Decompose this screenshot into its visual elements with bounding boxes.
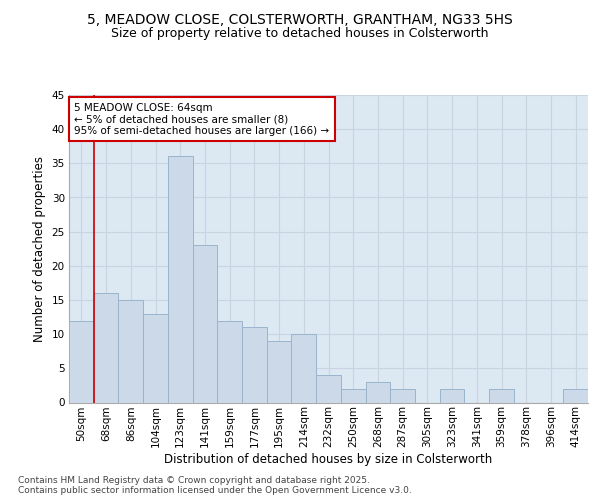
Bar: [390, 389, 415, 402]
Bar: [365, 382, 390, 402]
Bar: [118, 300, 143, 402]
Bar: [168, 156, 193, 402]
Y-axis label: Number of detached properties: Number of detached properties: [33, 156, 46, 342]
Bar: [69, 320, 94, 402]
Bar: [489, 389, 514, 402]
Bar: [341, 389, 365, 402]
Text: 5 MEADOW CLOSE: 64sqm
← 5% of detached houses are smaller (8)
95% of semi-detach: 5 MEADOW CLOSE: 64sqm ← 5% of detached h…: [74, 102, 329, 136]
Bar: [292, 334, 316, 402]
Bar: [143, 314, 168, 402]
X-axis label: Distribution of detached houses by size in Colsterworth: Distribution of detached houses by size …: [164, 453, 493, 466]
Bar: [217, 320, 242, 402]
Bar: [440, 389, 464, 402]
Text: Contains HM Land Registry data © Crown copyright and database right 2025.
Contai: Contains HM Land Registry data © Crown c…: [18, 476, 412, 495]
Bar: [563, 389, 588, 402]
Bar: [94, 293, 118, 403]
Text: 5, MEADOW CLOSE, COLSTERWORTH, GRANTHAM, NG33 5HS: 5, MEADOW CLOSE, COLSTERWORTH, GRANTHAM,…: [87, 13, 513, 27]
Bar: [316, 375, 341, 402]
Text: Size of property relative to detached houses in Colsterworth: Size of property relative to detached ho…: [111, 26, 489, 40]
Bar: [242, 328, 267, 402]
Bar: [267, 341, 292, 402]
Bar: [193, 246, 217, 402]
